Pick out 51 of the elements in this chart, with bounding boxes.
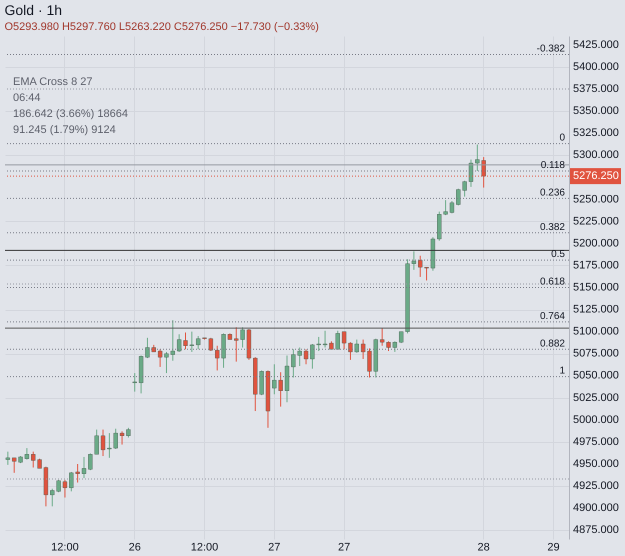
candlestick	[336, 330, 340, 350]
y-tick-label: 5300.000	[573, 149, 619, 162]
x-tick-label: 27	[268, 542, 280, 554]
y-tick-label: 5025.000	[573, 392, 619, 404]
x-tick-label: 26	[128, 542, 141, 554]
x-tick-label: 12:00	[51, 542, 79, 554]
y-tick-label: 5100.000	[573, 326, 619, 338]
y-tick-label: 5075.000	[573, 348, 619, 360]
y-tick-label: 5175.000	[573, 259, 619, 272]
y-tick-label: 5325.000	[573, 127, 619, 140]
x-tick-label: 29	[547, 542, 560, 554]
y-tick-label: 5200.000	[573, 237, 619, 250]
chart-subtitle: O5293.980 H5297.760 L5263.220 C5276.250 −17.730 (−0.33%)	[4, 21, 319, 33]
y-tick-label: 4925.000	[573, 480, 619, 492]
x-tick-label: 28	[478, 542, 490, 554]
y-tick-label: 5125.000	[573, 304, 619, 316]
candlestick	[132, 372, 137, 392]
y-tick-label: 4900.000	[573, 502, 619, 514]
annotation: 186.642 (3.66%) 18664	[13, 108, 128, 120]
annotation: 0.382	[540, 222, 566, 233]
y-tick-label: 5400.000	[573, 60, 619, 73]
annotation: 06:44	[13, 92, 41, 104]
y-tick-label: 5375.000	[573, 82, 619, 95]
y-tick-label: 5250.000	[573, 193, 619, 206]
x-tick-label: 12:00	[190, 542, 218, 554]
annotation: 0.118	[540, 160, 566, 172]
candlestick	[50, 488, 54, 507]
annotation: 0.882	[540, 338, 566, 350]
ref-line-label: 5276.250	[573, 170, 619, 182]
y-tick-label: 5350.000	[573, 105, 619, 118]
annotation: 0.764	[540, 310, 566, 322]
candlestick	[6, 451, 10, 466]
y-tick-label: 5050.000	[573, 370, 619, 382]
chart-title: Gold · 1h	[4, 2, 62, 18]
candlestick	[31, 451, 36, 468]
y-tick-label: 5150.000	[573, 282, 619, 294]
annotation: 0.236	[540, 187, 566, 198]
annotation: 1	[559, 366, 566, 377]
y-tick-label: 4975.000	[573, 436, 619, 448]
annotation: 91.245 (1.79%) 9124	[13, 124, 116, 136]
y-tick-label: 5000.000	[573, 414, 619, 426]
x-tick-label: 27	[338, 542, 350, 554]
annotation: -0.382	[536, 44, 566, 55]
annotation: 0.5	[551, 249, 566, 260]
annotation: 0	[559, 132, 566, 144]
y-tick-label: 4950.000	[573, 458, 619, 470]
y-tick-label: 5425.000	[573, 38, 619, 51]
annotation: EMA Cross 8 27	[13, 76, 92, 88]
y-tick-label: 5225.000	[573, 215, 619, 228]
annotation: 0.618	[540, 276, 566, 288]
y-tick-label: 4875.000	[573, 524, 619, 536]
